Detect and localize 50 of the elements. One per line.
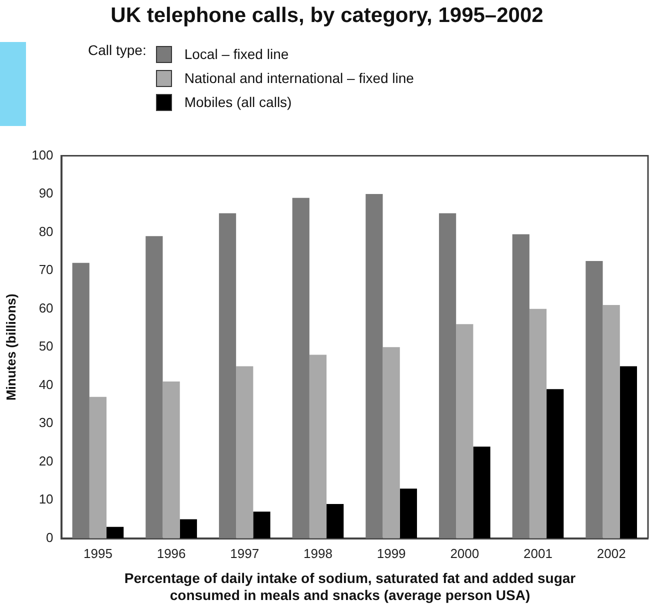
- legend-title: Call type:: [88, 42, 146, 60]
- x-tick-label: 2000: [450, 546, 480, 561]
- legend-label: Mobiles (all calls): [184, 94, 292, 110]
- bar: [180, 519, 197, 538]
- bar: [309, 354, 327, 538]
- bar: [326, 504, 344, 538]
- bar: [162, 382, 180, 538]
- bar: [382, 347, 400, 538]
- bar: [586, 261, 603, 538]
- bar: [456, 324, 474, 538]
- bar: [546, 389, 564, 538]
- y-axis-title: Minutes (billions): [3, 294, 18, 401]
- y-tick-label: 20: [38, 453, 54, 468]
- bar: [529, 308, 547, 538]
- bar: [400, 488, 417, 538]
- legend-label: Local – fixed line: [184, 46, 289, 62]
- y-tick-label: 70: [38, 262, 54, 278]
- y-tick-label: 100: [32, 147, 54, 162]
- x-tick-label: 1997: [230, 546, 260, 561]
- bar: [602, 305, 620, 538]
- x-tick-label: 2002: [596, 546, 626, 561]
- x-tick-label: 1995: [84, 546, 112, 561]
- x-tick-label: 1999: [376, 546, 406, 561]
- y-tick-label: 80: [38, 224, 54, 239]
- y-tick-label: 90: [38, 186, 54, 201]
- bar: [292, 198, 310, 538]
- legend-label: National and international – fixed line: [184, 70, 414, 86]
- y-tick-label: 30: [38, 415, 54, 430]
- bar: [620, 366, 637, 538]
- y-tick-label: 40: [38, 376, 54, 392]
- bar: [146, 236, 163, 538]
- bar: [106, 526, 124, 538]
- bar: [72, 262, 90, 538]
- bar: [218, 213, 236, 538]
- bar: [512, 234, 530, 538]
- y-tick-label: 10: [38, 492, 54, 507]
- bar: [253, 512, 270, 538]
- x-axis-title: Percentage of daily intake of sodium, saturated fat and added sugar consumed in meals and snacks (average person USA): [123, 570, 577, 604]
- y-tick-label: 60: [38, 300, 54, 316]
- x-tick-label: 1998: [304, 546, 332, 561]
- bar: [438, 213, 456, 538]
- bar: [236, 366, 254, 538]
- chart-title: UK telephone calls, by category, 1995–2002: [110, 4, 544, 28]
- bar: [89, 396, 107, 538]
- bar: [366, 194, 383, 538]
- bar: [473, 446, 490, 538]
- x-tick-label: 1996: [156, 546, 186, 561]
- x-tick-label: 2001: [524, 546, 552, 561]
- y-tick-label: 50: [38, 338, 54, 354]
- y-tick-label: 0: [46, 530, 54, 545]
